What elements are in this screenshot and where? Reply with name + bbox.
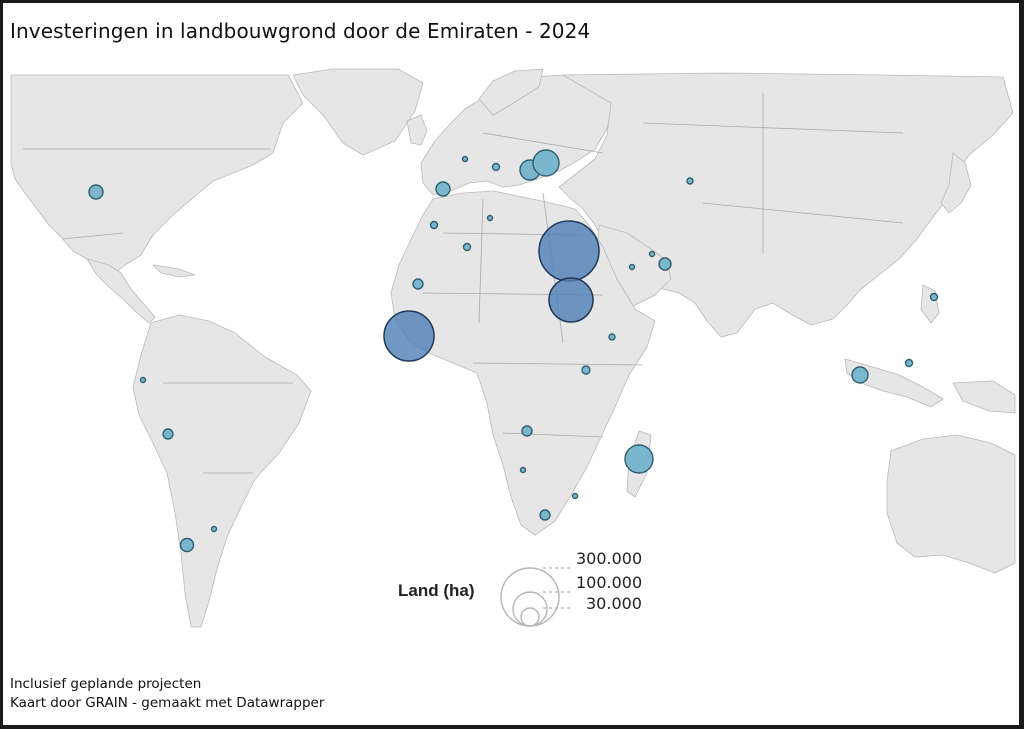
bubble-usa[interactable] bbox=[88, 184, 104, 200]
caribbean-cuba bbox=[152, 264, 196, 278]
bubble-peru[interactable] bbox=[162, 428, 174, 440]
bubble-argentina-north[interactable] bbox=[210, 525, 218, 533]
bubble-mauritania[interactable] bbox=[412, 278, 424, 290]
bubble-sudan[interactable] bbox=[548, 277, 594, 323]
philippines bbox=[920, 284, 940, 324]
bubble-romania[interactable] bbox=[532, 149, 560, 177]
investment-bubbles bbox=[88, 149, 939, 553]
footer-notes: Inclusief geplande projecten Kaart door … bbox=[10, 675, 324, 713]
bubble-kazakhstan[interactable] bbox=[686, 177, 694, 185]
bubble-malaysia[interactable] bbox=[904, 358, 914, 368]
legend-circle-100000 bbox=[512, 591, 548, 627]
bubble-philippines[interactable] bbox=[929, 292, 939, 302]
bubble-uganda[interactable] bbox=[581, 365, 591, 375]
legend-label-300000: 300.000 bbox=[576, 549, 642, 568]
bubble-qatar[interactable] bbox=[648, 250, 656, 258]
bubble-tunisia[interactable] bbox=[486, 214, 494, 222]
bubble-egypt[interactable] bbox=[538, 220, 600, 282]
bubble-mozambique[interactable] bbox=[571, 492, 579, 500]
bubble-uae-oman[interactable] bbox=[658, 257, 672, 271]
legend-label-100000: 100.000 bbox=[576, 573, 642, 592]
bubble-senegal-guinea[interactable] bbox=[383, 310, 435, 362]
footer-credit: Kaart door GRAIN - gemaakt met Datawrapp… bbox=[10, 695, 325, 711]
uk-ireland bbox=[406, 114, 428, 146]
bubble-saudi[interactable] bbox=[628, 263, 636, 271]
scandinavia bbox=[478, 68, 544, 116]
legend-circle-300000 bbox=[500, 567, 560, 627]
bubble-south-africa[interactable] bbox=[539, 509, 551, 521]
legend-title: Land (ha) bbox=[398, 581, 475, 600]
bubble-morocco[interactable] bbox=[429, 220, 439, 230]
north-america bbox=[10, 74, 304, 274]
footer-note-planned: Inclusief geplande projecten bbox=[10, 676, 202, 692]
japan bbox=[940, 152, 972, 214]
world-map: Land (ha) 300.000 100.000 30.000 bbox=[10, 68, 1016, 628]
bottom-fade bbox=[3, 623, 1019, 725]
europe bbox=[420, 74, 614, 196]
bubble-algeria[interactable] bbox=[462, 242, 472, 252]
land-masses bbox=[10, 68, 1016, 628]
greenland bbox=[292, 68, 424, 156]
asia bbox=[558, 72, 1014, 338]
bubble-madagascar[interactable] bbox=[624, 444, 654, 474]
bubble-chile-argentina[interactable] bbox=[179, 537, 195, 553]
bubble-colombia[interactable] bbox=[139, 376, 147, 384]
central-america bbox=[86, 258, 156, 324]
bubble-indonesia[interactable] bbox=[851, 366, 869, 384]
bubble-spain[interactable] bbox=[435, 181, 451, 197]
bubble-ethiopia[interactable] bbox=[608, 333, 616, 341]
legend-label-30000: 30.000 bbox=[586, 594, 642, 613]
bubble-namibia[interactable] bbox=[519, 466, 527, 474]
australia bbox=[886, 434, 1016, 574]
south-america bbox=[132, 314, 312, 628]
bubble-angola[interactable] bbox=[521, 425, 533, 437]
map-frame: Land (ha) 300.000 100.000 30.000 Investe… bbox=[3, 3, 1019, 725]
new-guinea bbox=[952, 380, 1016, 414]
bubble-italy[interactable] bbox=[491, 162, 501, 172]
size-legend: Land (ha) 300.000 100.000 30.000 bbox=[398, 549, 642, 627]
map-title: Investeringen in landbouwgrond door de E… bbox=[10, 19, 591, 43]
bubble-france[interactable] bbox=[461, 155, 469, 163]
